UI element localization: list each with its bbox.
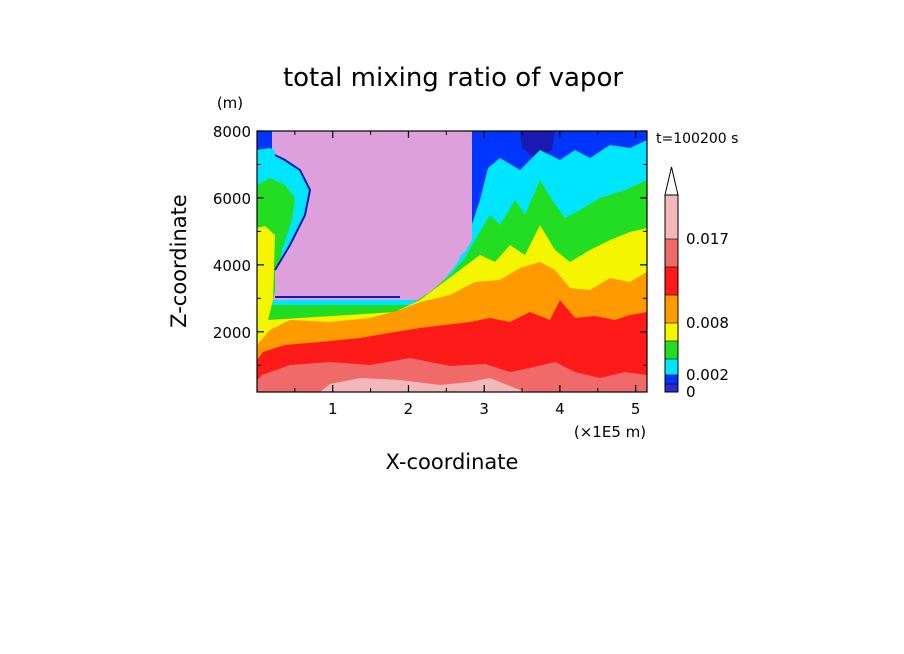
colorbar-label: 0.017 [686,230,729,248]
x-tick-label: 1 [328,400,338,418]
x-axis-label: X-coordinate [386,450,519,474]
colorbar-band [665,195,678,239]
y-axis-label: Z-coordinate [167,194,191,328]
colorbar: 00.002 0.008 0.017 [664,166,729,401]
colorbar-band [665,239,678,267]
plot-frame [256,130,648,393]
colorbar-label: 0 [686,383,696,401]
x-tick-label: 4 [555,400,565,418]
x-tick-label: 2 [404,400,414,418]
contour-field [257,131,647,392]
time-label: t=100200 s [656,131,738,147]
y-tick-label: 2000 [213,324,251,342]
chart-title: total mixing ratio of vapor [283,63,623,93]
x-unit-label: (×1E5 m) [574,423,646,441]
x-axis: 1 2 3 4 5 [294,131,641,418]
colorbar-extend-arrow [664,166,679,196]
colorbar-band [665,295,678,323]
contour-pink [320,378,530,392]
contour-navy-patch [520,131,555,158]
colorbar-label: 0.008 [686,314,729,332]
colorbar-band [665,359,678,375]
colorbar-band [665,384,678,392]
colorbar-band [665,375,678,384]
y-tick-label: 4000 [213,257,251,275]
contour-plum-edge [274,154,400,298]
y-tick-label: 6000 [213,190,251,208]
colorbar-band [665,323,678,341]
x-tick-label: 3 [479,400,489,418]
colorbar-label: 0.002 [686,366,729,384]
colorbar-band [665,267,678,295]
y-axis: 2000 4000 6000 8000 [213,123,647,366]
y-tick-label: 8000 [213,123,251,141]
contour-plum [275,131,472,297]
y-unit-label: (m) [217,94,243,112]
x-tick-label: 5 [631,400,641,418]
colorbar-band [665,341,678,359]
